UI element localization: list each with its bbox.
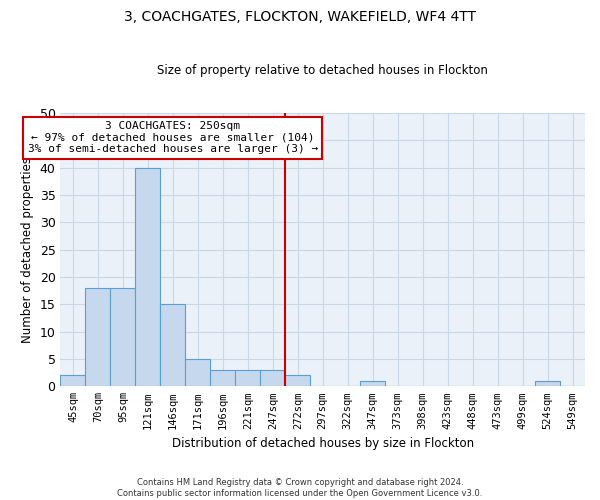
Bar [185,359,211,386]
Title: Size of property relative to detached houses in Flockton: Size of property relative to detached ho… [157,64,488,77]
Bar [260,370,285,386]
Text: 3, COACHGATES, FLOCKTON, WAKEFIELD, WF4 4TT: 3, COACHGATES, FLOCKTON, WAKEFIELD, WF4 … [124,10,476,24]
Bar [360,381,385,386]
Text: 3 COACHGATES: 250sqm
← 97% of detached houses are smaller (104)
3% of semi-detac: 3 COACHGATES: 250sqm ← 97% of detached h… [28,121,318,154]
Bar [235,370,260,386]
Bar [211,370,235,386]
Bar [85,288,110,386]
Bar [61,376,85,386]
X-axis label: Distribution of detached houses by size in Flockton: Distribution of detached houses by size … [172,437,474,450]
Bar [285,376,310,386]
Bar [535,381,560,386]
Bar [136,168,160,386]
Bar [160,304,185,386]
Text: Contains HM Land Registry data © Crown copyright and database right 2024.
Contai: Contains HM Land Registry data © Crown c… [118,478,482,498]
Bar [110,288,136,386]
Y-axis label: Number of detached properties: Number of detached properties [21,156,34,342]
